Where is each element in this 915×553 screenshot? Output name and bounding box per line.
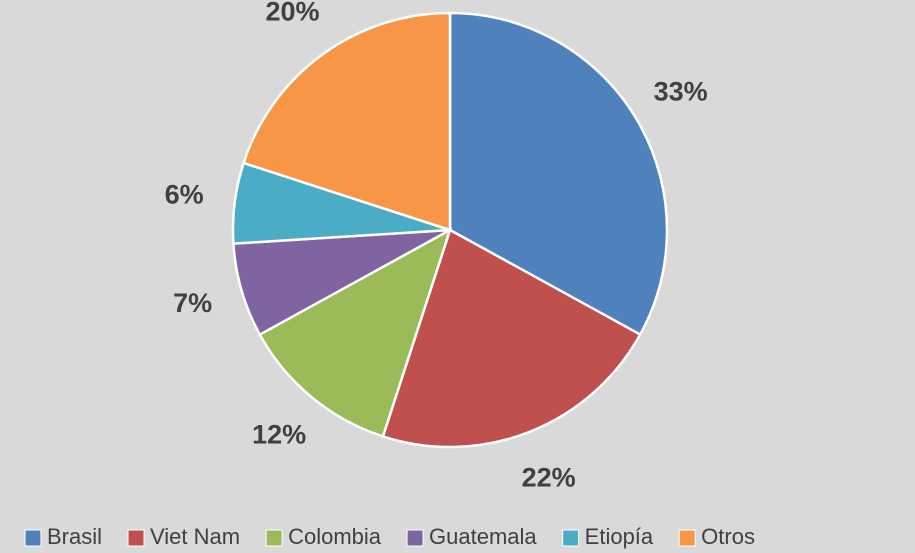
legend-label: Guatemala	[429, 524, 537, 549]
pie-slice	[381, 228, 642, 449]
data-label: 20%	[265, 0, 319, 26]
legend-swatch	[562, 529, 580, 547]
data-label: 7%	[173, 288, 212, 318]
data-label: 22%	[522, 462, 576, 492]
legend-label: Etiopía	[585, 524, 654, 549]
data-label: 33%	[654, 77, 708, 107]
data-label: 6%	[165, 180, 204, 210]
legend-swatch	[24, 529, 42, 547]
pie-slice	[242, 11, 452, 232]
legend-label: Viet Nam	[150, 524, 240, 549]
legend-label: Colombia	[288, 524, 382, 549]
legend-swatch	[678, 529, 696, 547]
legend-label: Brasil	[47, 524, 102, 549]
pie-slice	[448, 11, 669, 337]
legend-swatch	[265, 529, 283, 547]
legend-swatch	[127, 529, 145, 547]
legend-label: Otros	[701, 524, 755, 549]
data-label: 12%	[252, 420, 306, 450]
legend-swatch	[406, 529, 424, 547]
pie-slice	[258, 227, 453, 438]
